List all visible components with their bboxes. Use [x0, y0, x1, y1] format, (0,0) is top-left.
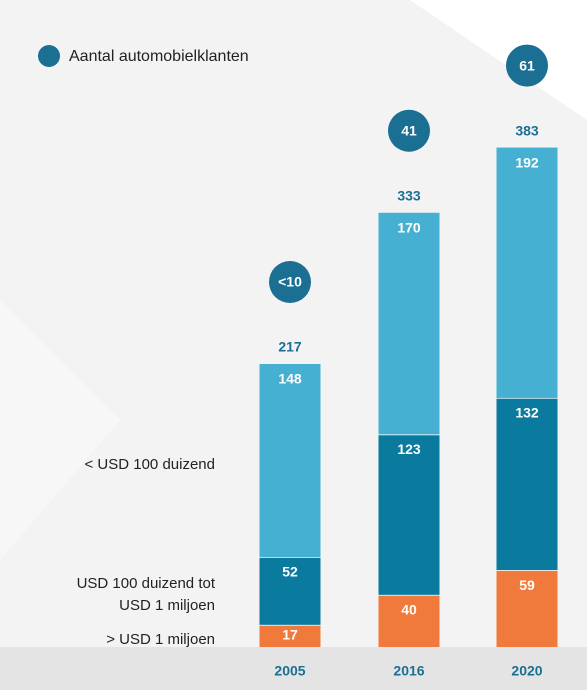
- legend-marker: [38, 45, 60, 67]
- bar-segment: [496, 570, 558, 647]
- bar-segment: [496, 147, 558, 398]
- legend-label: Aantal automobielklanten: [69, 48, 249, 65]
- background-shade: [410, 0, 587, 120]
- customer-label: <10: [278, 274, 302, 290]
- segment-label: 52: [282, 564, 298, 580]
- segment-label: 59: [519, 577, 535, 593]
- x-tick-label: 2005: [274, 663, 305, 679]
- customer-label: 41: [401, 122, 417, 138]
- segment-label: 132: [515, 405, 539, 421]
- segment-label: 148: [278, 371, 302, 387]
- total-label: 333: [397, 187, 421, 203]
- bar-segment: [259, 364, 321, 558]
- bar-segment: [378, 212, 440, 435]
- background-shade: [0, 300, 120, 690]
- category-band: [0, 647, 587, 690]
- bar-segment: [378, 434, 440, 595]
- segment-label: 192: [515, 154, 539, 170]
- segment-label: 123: [397, 441, 421, 457]
- bar-segment: [259, 624, 321, 647]
- segment-label: 170: [397, 219, 421, 235]
- customer-badge: [506, 44, 548, 87]
- total-label: 217: [278, 339, 302, 355]
- total-label: 383: [515, 122, 539, 138]
- series-label: > USD 1 miljoen: [106, 630, 215, 648]
- segment-label: 40: [401, 602, 417, 618]
- customer-label: 61: [519, 57, 535, 73]
- customer-badge: [269, 261, 311, 304]
- x-tick-label: 2020: [511, 663, 542, 679]
- customer-badge: [388, 109, 430, 152]
- series-label: USD 100 duizend tot USD 1 miljoen: [76, 574, 215, 614]
- x-tick-label: 2016: [393, 663, 424, 679]
- series-label: < USD 100 duizend: [84, 455, 215, 473]
- segment-label: 17: [282, 627, 298, 643]
- bar-segment: [259, 557, 321, 625]
- bar-segment: [378, 594, 440, 647]
- bar-segment: [496, 397, 558, 571]
